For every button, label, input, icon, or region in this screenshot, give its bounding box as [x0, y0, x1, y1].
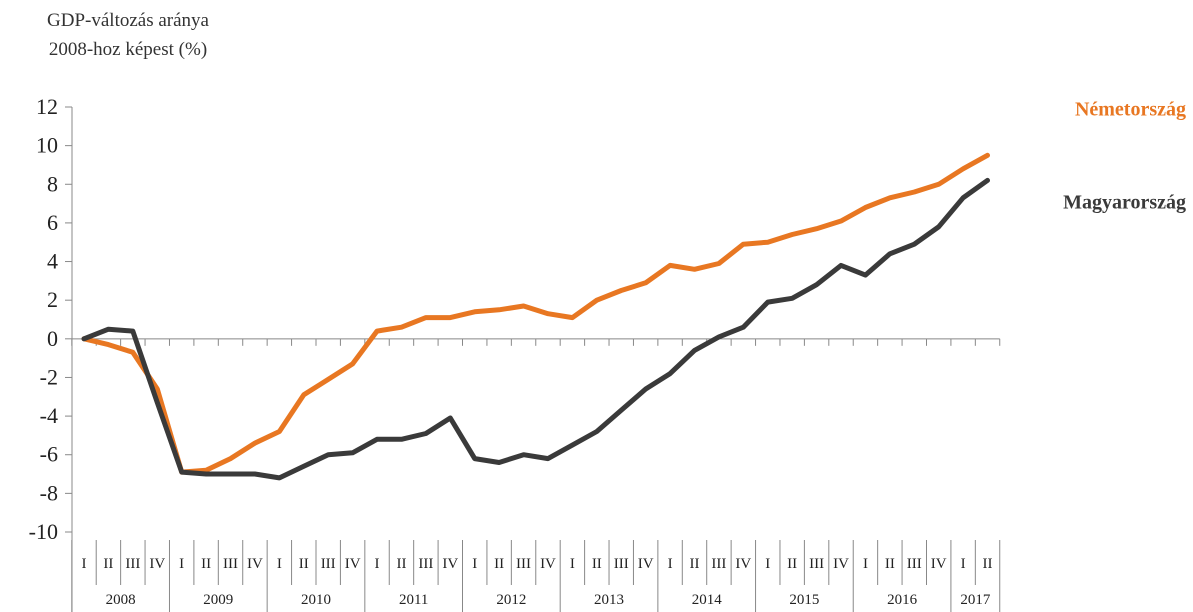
quarter-label: II: [396, 556, 406, 572]
year-label: 2011: [399, 592, 428, 608]
series-label-1: Németország: [1075, 98, 1186, 120]
quarter-label: III: [418, 556, 433, 572]
series-label-2: Magyarország: [1063, 191, 1186, 213]
y-axis-title: GDP-változás aránya 2008-hoz képest (%): [8, 6, 248, 64]
year-label: 2014: [692, 592, 723, 608]
quarter-label: IV: [247, 556, 263, 572]
quarter-label: I: [472, 556, 477, 572]
quarter-label: III: [907, 556, 922, 572]
quarter-label: III: [711, 556, 726, 572]
series-labels: Németország Magyarország: [1063, 98, 1186, 213]
series-line-2: [81, 177, 990, 481]
y-tick-label: 2: [47, 287, 58, 312]
quarter-label: II: [690, 556, 700, 572]
y-tick-label: 0: [47, 326, 58, 351]
quarter-label: IV: [931, 556, 947, 572]
quarter-label: I: [375, 556, 380, 572]
quarter-label: III: [614, 556, 629, 572]
quarter-label: IV: [540, 556, 556, 572]
y-tick-label: 8: [47, 171, 58, 196]
year-label: 2008: [106, 592, 136, 608]
year-label: 2012: [496, 592, 526, 608]
y-tick-label: 10: [36, 133, 58, 158]
series-line-1: [81, 152, 990, 475]
y-tick-label: -4: [40, 403, 58, 428]
y-axis-title-line-1: GDP-változás aránya: [47, 10, 209, 31]
y-tick-label: -6: [40, 442, 58, 467]
y-axis-title-line-2: 2008-hoz képest (%): [48, 39, 208, 60]
quarter-label: II: [983, 556, 993, 572]
quarter-label: II: [201, 556, 211, 572]
quarter-label: III: [125, 556, 140, 572]
y-tick-label: -2: [40, 364, 58, 389]
quarter-label: I: [179, 556, 184, 572]
year-label: 2016: [887, 592, 918, 608]
quarter-label: II: [494, 556, 504, 572]
quarter-label: I: [863, 556, 868, 572]
quarter-label: IV: [345, 556, 361, 572]
quarter-label: III: [223, 556, 238, 572]
y-axis: 12 10 8 6 4 2 0 -2 -4 -6 -8 -10: [29, 94, 73, 612]
year-label: 2017: [960, 592, 991, 608]
quarter-label: II: [885, 556, 895, 572]
year-label: 2009: [203, 592, 233, 608]
quarter-label: IV: [735, 556, 751, 572]
quarter-label: II: [787, 556, 797, 572]
quarter-label: IV: [638, 556, 654, 572]
quarter-label: II: [592, 556, 602, 572]
quarter-label: I: [765, 556, 770, 572]
quarter-label: I: [570, 556, 575, 572]
y-tick-label: 4: [47, 249, 58, 274]
year-label: 2010: [301, 592, 331, 608]
y-tick-label: -8: [40, 480, 58, 505]
quarter-label: III: [809, 556, 824, 572]
quarter-label: I: [277, 556, 282, 572]
year-label: 2015: [789, 592, 819, 608]
quarter-label: IV: [149, 556, 165, 572]
quarter-label: III: [321, 556, 336, 572]
y-tick-label: 12: [36, 94, 58, 119]
quarter-label: I: [668, 556, 673, 572]
quarter-label: I: [82, 556, 87, 572]
quarter-label: II: [299, 556, 309, 572]
y-tick-label: -10: [29, 519, 58, 544]
quarter-label: II: [103, 556, 113, 572]
y-tick-label: 6: [47, 210, 58, 235]
year-label: 2013: [594, 592, 624, 608]
quarter-label: IV: [442, 556, 458, 572]
series-layer: [81, 152, 990, 481]
quarter-label: III: [516, 556, 531, 572]
quarter-label: IV: [833, 556, 849, 572]
quarter-label: I: [961, 556, 966, 572]
